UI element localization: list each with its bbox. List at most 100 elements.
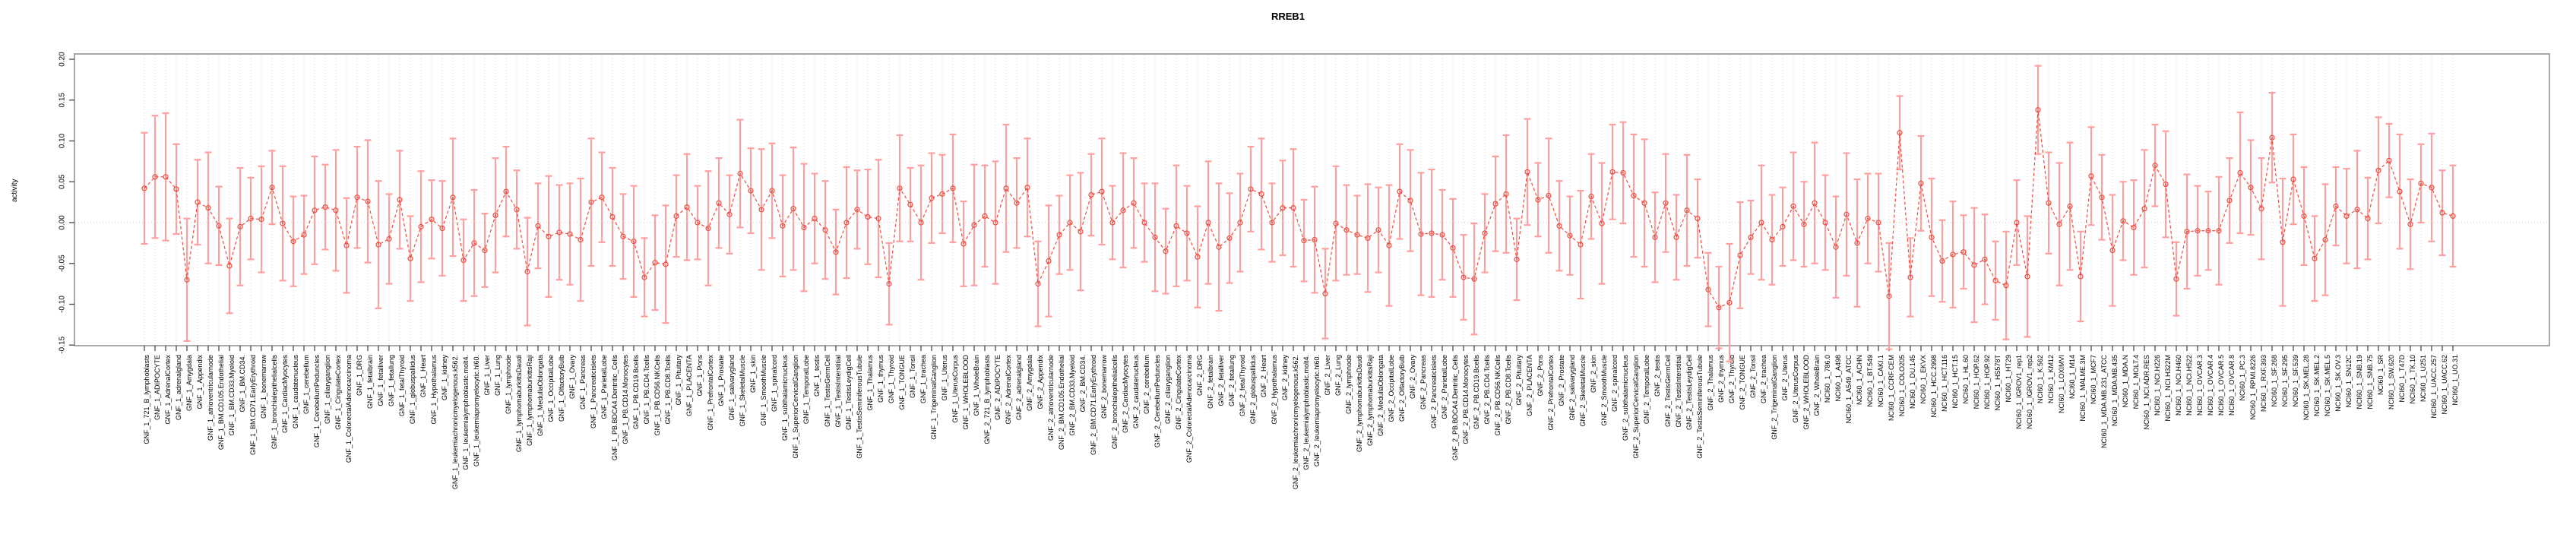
data-point (2003, 283, 2009, 289)
data-point (1205, 220, 1211, 226)
x-tick-label: GNF_2_caudatenucleus (1132, 355, 1140, 429)
x-tick-label: GNF_1_DRG (356, 355, 363, 396)
x-tick-label: GNF_2_CingulateCortex (1175, 355, 1182, 430)
x-tick-label: NCI60_1_TK.10 (2409, 355, 2416, 404)
x-tick-label: GNF_1_atrioventricularnode (207, 355, 214, 441)
x-tick-label: GNF_2_Pancreas (1419, 355, 1427, 410)
x-tick-label: GNF_1_leukemiachronicmyelogenous.k562. (451, 355, 459, 489)
data-point (141, 185, 147, 191)
data-point (386, 236, 392, 242)
x-tick-label: GNF_2_Amygdala (1026, 355, 1033, 411)
x-tick-label: GNF_2_globuspallidus (1249, 355, 1257, 425)
data-point (492, 212, 498, 218)
x-tick-label: GNF_1_721_B_lymphoblasts (143, 355, 150, 444)
data-point (1684, 207, 1690, 213)
x-tick-label: GNF_2_TestisLeydigCell (1685, 355, 1693, 430)
data-point (1716, 305, 1722, 311)
data-point (1886, 293, 1892, 299)
data-point (1354, 232, 1360, 238)
data-point (758, 207, 764, 213)
x-tick-label: NCI60_1_BT.549 (1866, 355, 1874, 407)
x-tick-label: GNF_2_Thalamus (1707, 355, 1714, 411)
x-tick-label: GNF_1_Hypothalamus (430, 355, 438, 425)
x-tick-label: GNF_2_lymphomaburkittsRaji (1366, 355, 1374, 446)
data-point (407, 255, 413, 261)
data-point (716, 200, 722, 206)
data-point (2375, 167, 2381, 173)
data-point (1578, 242, 1584, 248)
data-point (439, 225, 445, 232)
data-point (684, 204, 690, 210)
x-tick-label: GNF_2_MedullaOblongata (1377, 355, 1385, 436)
x-tick-label: GNF_2_testis (1654, 355, 1661, 397)
x-tick-label: GNF_1_CingulateCortex (334, 355, 342, 430)
x-tick-label: NCI60_1_UO.31 (2451, 355, 2459, 406)
data-point (652, 260, 658, 266)
x-tick-label: NCI60_1_SK.MEL.28 (2302, 355, 2310, 420)
x-tick-label: NCI60_1_HT29 (2005, 355, 2012, 403)
data-point (939, 191, 945, 197)
data-point (365, 198, 371, 204)
data-point (556, 229, 562, 236)
x-tick-label: NCI60_1_UACC.62 (2441, 355, 2448, 415)
x-tick-label: GNF_1_TestisInterstitial (834, 355, 842, 428)
x-tick-label: NCI60_1_IGROV1_rep1 (2015, 355, 2023, 429)
data-point (1141, 220, 1147, 226)
data-point (237, 223, 243, 229)
data-point (2056, 221, 2062, 227)
data-point (1482, 230, 1488, 236)
x-tick-label: GNF_1_testis (813, 355, 821, 397)
data-point (1503, 191, 1509, 197)
data-point (482, 247, 488, 254)
x-tick-label: GNF_1_ADIPOCYTE (153, 355, 161, 420)
x-tick-label: GNF_1_ColorectalAdenocarcinoma (345, 355, 353, 463)
data-point (2141, 206, 2147, 212)
x-tick-label: GNF_1_AdrenalCortex (164, 355, 172, 425)
x-tick-label: GNF_1_fetalThyroid (398, 355, 406, 416)
data-point (333, 207, 339, 213)
data-point (1514, 256, 1520, 262)
x-tick-label: NCI60_1_RPMI.8226 (2249, 355, 2257, 420)
x-tick-label: NCI60_1_CAKI.1 (1877, 355, 1885, 407)
data-point (843, 220, 850, 226)
data-point (1450, 245, 1456, 251)
x-tick-label: GNF_1_leukemiapromyelocytic.hl60. (473, 355, 480, 466)
x-tick-label: GNF_1_MedullaOblongata (536, 355, 544, 436)
x-tick-label: NCI60_1_OVCAR.4 (2207, 355, 2214, 416)
x-tick-label: GNF_1_BM.CD33.Myeloid (228, 355, 236, 436)
x-tick-label: GNF_2_OccipitalLobe (1388, 355, 1395, 422)
x-tick-label: GNF_1_Liver (483, 355, 491, 396)
data-point (726, 211, 733, 217)
data-point (258, 217, 264, 223)
x-tick-label: GNF_2_TemporalLobe (1643, 355, 1650, 424)
data-point (1248, 186, 1254, 192)
data-point (567, 231, 573, 237)
x-tick-label: NCI60_1_NCI.ADR.RES (2143, 355, 2150, 430)
x-tick-label: GNF_2_Pancreaticislets (1430, 355, 1438, 429)
x-tick-label: GNF_1_PB.CD19.Bcells (632, 355, 640, 430)
x-tick-label: NCI60_1_786.0 (1824, 355, 1831, 403)
data-point (1865, 216, 1871, 222)
data-point (2024, 274, 2030, 280)
x-tick-label: NCI60_1_HCC.2998 (1930, 355, 1938, 418)
x-tick-label: GNF_1_PB.CD14.Monocytes (622, 355, 629, 444)
x-tick-label: GNF_2_leukemiapromyelocytic.hl60. (1313, 355, 1321, 466)
data-point (1439, 232, 1445, 238)
y-tick-label: 0.00 (59, 215, 67, 230)
data-point (833, 249, 839, 255)
x-tick-label: NCI60_1_ACHN (1856, 355, 1863, 405)
x-tick-label: NCI60_1_MALME.3M (2079, 355, 2087, 422)
data-point (897, 185, 903, 191)
data-point (1695, 216, 1701, 222)
data-point (2184, 229, 2190, 235)
x-tick-label: NCI60_1_A498 (1834, 355, 1842, 402)
x-tick-label: GNF_1_CardiacMyocytes (281, 355, 289, 434)
data-point (971, 222, 977, 228)
x-tick-label: NCI60_1_RXF.393 (2260, 355, 2267, 412)
data-point (2269, 134, 2275, 141)
data-point (2216, 228, 2222, 234)
data-point (1673, 234, 1679, 240)
data-point (397, 197, 403, 203)
x-tick-label: GNF_2_atrioventricularnode (1047, 355, 1055, 441)
data-point (1748, 234, 1754, 240)
